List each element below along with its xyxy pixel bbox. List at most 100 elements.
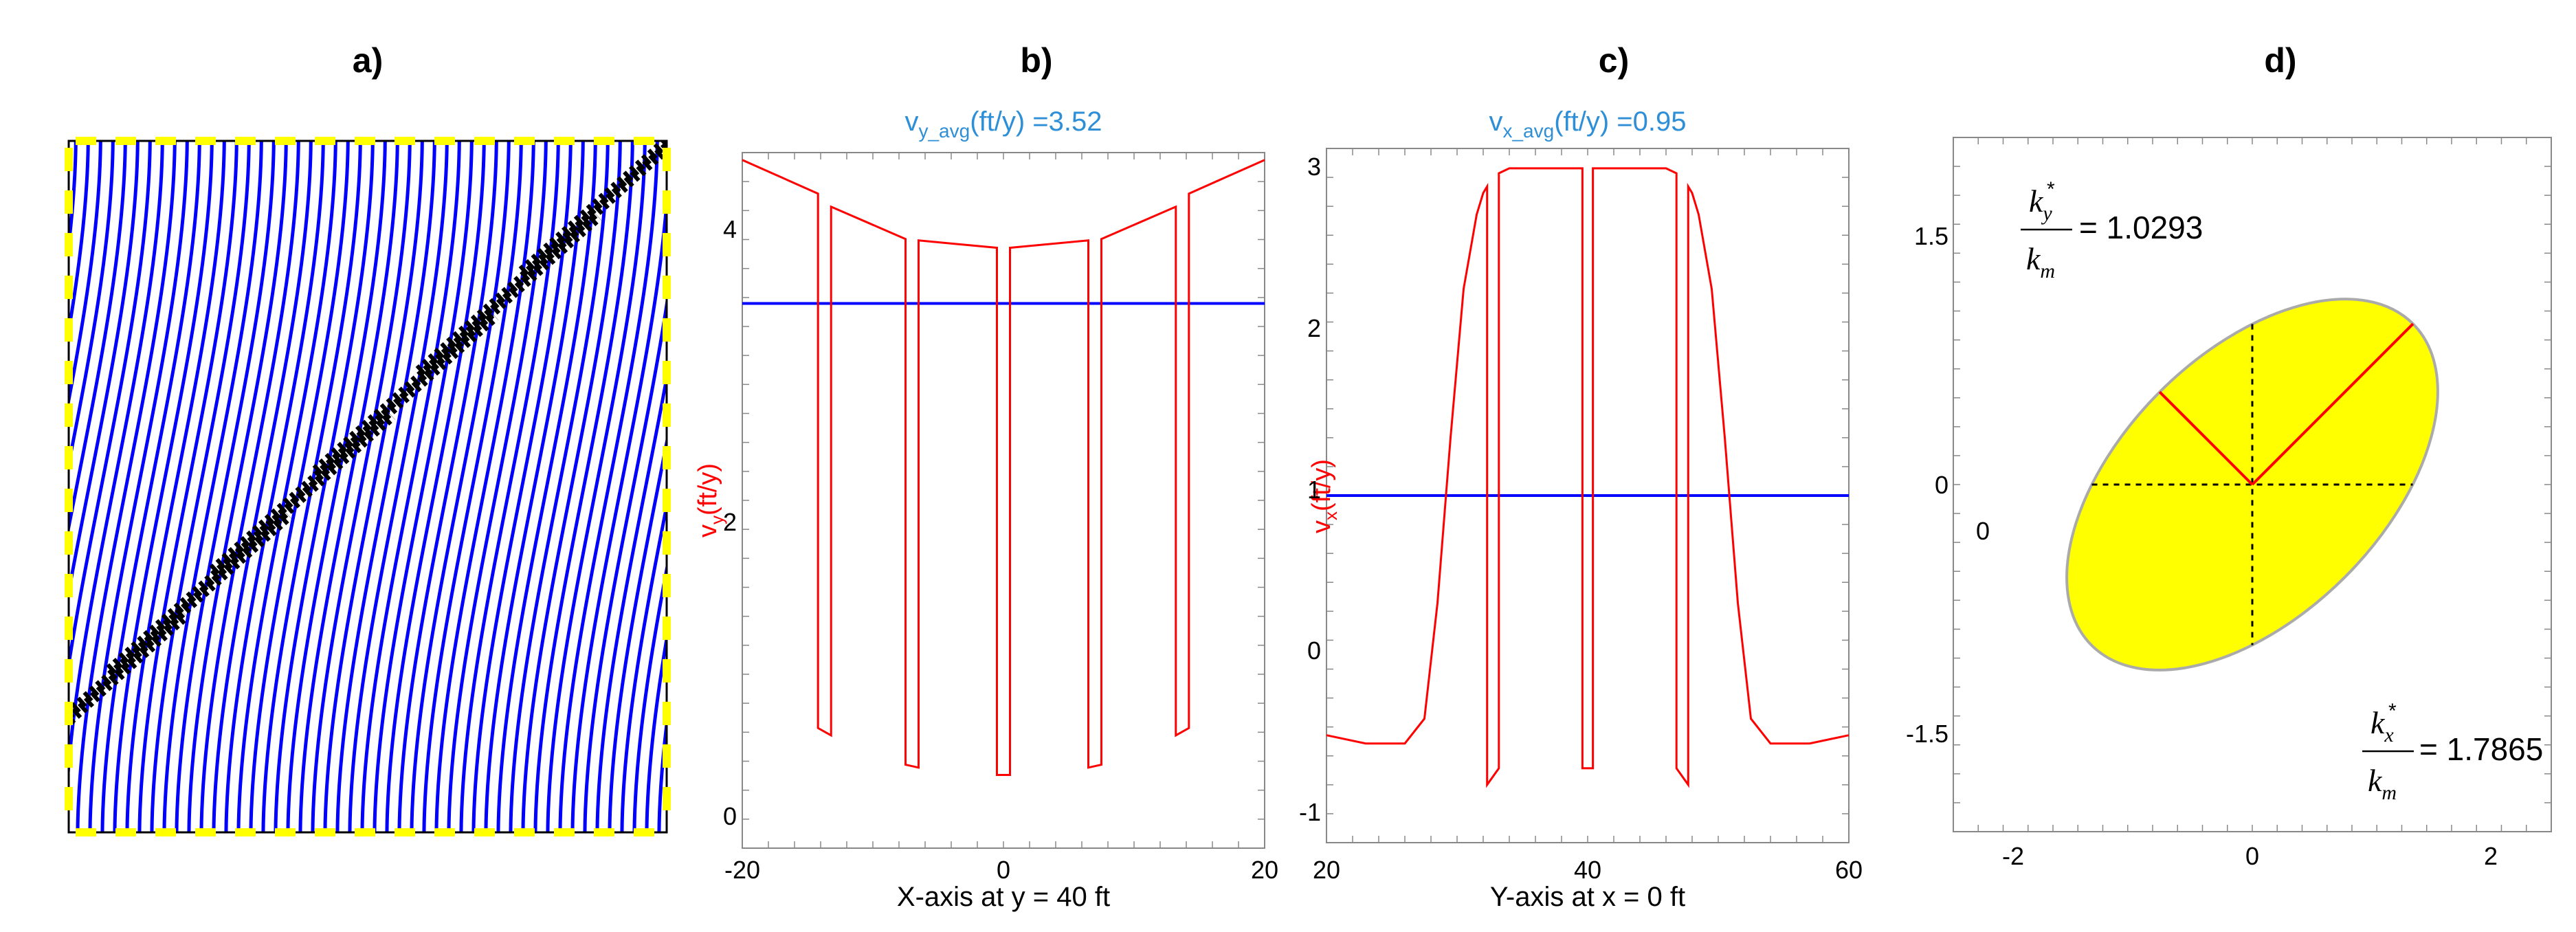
panel-c-ytick-1: 0: [1307, 636, 1321, 665]
kx-star: *: [2388, 700, 2397, 722]
fracture-group: [69, 141, 667, 729]
panel-b-minor-ticks: [742, 153, 1265, 848]
streamline: [645, 141, 667, 832]
streamline: [484, 141, 585, 832]
panel-d-ytick-0: 1.5: [1914, 222, 1948, 250]
boundary-dashes: [65, 137, 671, 836]
streamline: [447, 141, 548, 832]
streamline: [69, 141, 90, 832]
panel-c-title: vx_avg(ft/y) =0.95: [1489, 107, 1686, 142]
panel-d-chart: 0 -2 0 2 1.5 0 -1.5 ky * km = 1.0293 kx …: [1906, 137, 2552, 870]
streamline: [459, 141, 560, 832]
kx-den-sub: m: [2381, 781, 2397, 804]
streamline: [76, 141, 177, 832]
panel-c-chart: vx_avg(ft/y) =0.95 Y-axis at x = 0 ft vx…: [1299, 107, 1863, 912]
panel-label-c: c): [1599, 41, 1629, 80]
panel-b-title-main: v: [904, 107, 918, 137]
streamline: [224, 141, 325, 832]
streamline: [69, 141, 152, 832]
streamline: [150, 141, 251, 832]
panel-b-xtick-0: -20: [724, 856, 760, 884]
panel-c-title-sub: x_avg: [1502, 120, 1554, 142]
fracture-line: [106, 412, 396, 674]
streamline: [249, 141, 350, 832]
panel-b-ylabel-tail: (ft/y): [693, 463, 722, 515]
streamline: [113, 141, 214, 832]
panel-c-xlabel: Y-axis at x = 0 ft: [1490, 882, 1685, 912]
panel-d-ytick-1: 0: [1935, 471, 1948, 499]
streamline: [69, 141, 140, 832]
panel-c-xtick-2: 60: [1835, 856, 1863, 884]
panel-b-velocity-profile: [742, 159, 1265, 776]
kx-num-k: k: [2370, 705, 2386, 740]
streamline: [422, 141, 523, 832]
fracture-line: [209, 312, 499, 575]
panel-c-xtick-0: 20: [1313, 856, 1340, 884]
panel-c-title-tail: (ft/y) =0.95: [1554, 107, 1686, 137]
streamline: [212, 141, 313, 832]
ky-star: *: [2047, 178, 2055, 201]
panel-b-xlabel: X-axis at y = 40 ft: [897, 882, 1110, 912]
streamline: [533, 141, 634, 832]
panel-c-ylabel-main: v: [1307, 520, 1336, 533]
kx-num: kx: [2370, 705, 2394, 746]
streamline: [385, 141, 486, 832]
streamline: [397, 141, 498, 832]
major-axis-red: [2251, 322, 2414, 486]
panel-b-chart: vy_avg(ft/y) =3.52 X-axis at y = 40 ft v…: [693, 107, 1278, 912]
streamline: [657, 141, 667, 832]
streamline: [286, 141, 387, 832]
panel-c-ytick-0: -1: [1299, 798, 1321, 826]
panel-d-xtick-1: 0: [2245, 842, 2259, 870]
panel-d-ytick-2: -1.5: [1906, 720, 1948, 748]
streamline: [323, 141, 424, 832]
streamline: [69, 141, 115, 832]
panel-b-ylabel: vy(ft/y): [693, 463, 727, 537]
streamline: [583, 141, 667, 832]
streamline: [496, 141, 597, 832]
fracture-line: [518, 141, 667, 276]
panel-b-ytick-2: 4: [723, 215, 737, 243]
panel-d-xtick-0: -2: [2002, 842, 2024, 870]
streamline: [175, 141, 276, 832]
panel-b-ytick-0: 0: [723, 802, 737, 830]
kx-value: = 1.7865: [2419, 731, 2543, 767]
panel-c-ytick-4: 3: [1307, 153, 1321, 181]
ky-ratio-annotation: ky * km = 1.0293: [2021, 178, 2203, 282]
panel-b-plot-frame: [742, 152, 1265, 849]
streamline: [274, 141, 375, 832]
streamline: [88, 141, 189, 832]
streamline: [162, 141, 263, 832]
panel-c-velocity-profile: [1326, 167, 1850, 788]
ky-num: ky: [2029, 184, 2052, 225]
panel-c-minor-ticks: [1326, 148, 1849, 843]
streamline: [373, 141, 474, 832]
panel-label-d: d): [2264, 41, 2296, 80]
kx-den: km: [2368, 763, 2397, 804]
panel-c-ylabel: vx(ft/y): [1307, 459, 1341, 533]
panel-d-minor-ticks: [1953, 137, 2551, 832]
streamline: [620, 141, 667, 832]
streamline: [311, 141, 412, 832]
panel-c-title-main: v: [1489, 107, 1502, 137]
streamline: [335, 141, 436, 832]
panel-label-b: b): [1020, 41, 1052, 80]
panel-b-xtick-1: 0: [997, 856, 1010, 884]
permeability-ellipse: [2065, 298, 2439, 672]
fracture-line: [69, 511, 293, 722]
panel-b-ylabel-main: v: [693, 524, 722, 537]
fracture-line: [312, 212, 602, 475]
panel-b-title-sub: y_avg: [918, 120, 970, 142]
panel-c-xtick-1: 40: [1574, 856, 1601, 884]
ky-value: = 1.0293: [2079, 210, 2203, 245]
streamline: [199, 141, 300, 832]
streamline: [69, 141, 102, 832]
ky-den-k: k: [2026, 241, 2041, 276]
kx-ratio-annotation: kx * km = 1.7865: [2362, 700, 2543, 804]
streamline-group: [69, 141, 667, 832]
ky-den-sub: m: [2040, 260, 2055, 282]
streamline: [137, 141, 238, 832]
streamline: [595, 141, 667, 832]
streamline: [69, 141, 164, 832]
